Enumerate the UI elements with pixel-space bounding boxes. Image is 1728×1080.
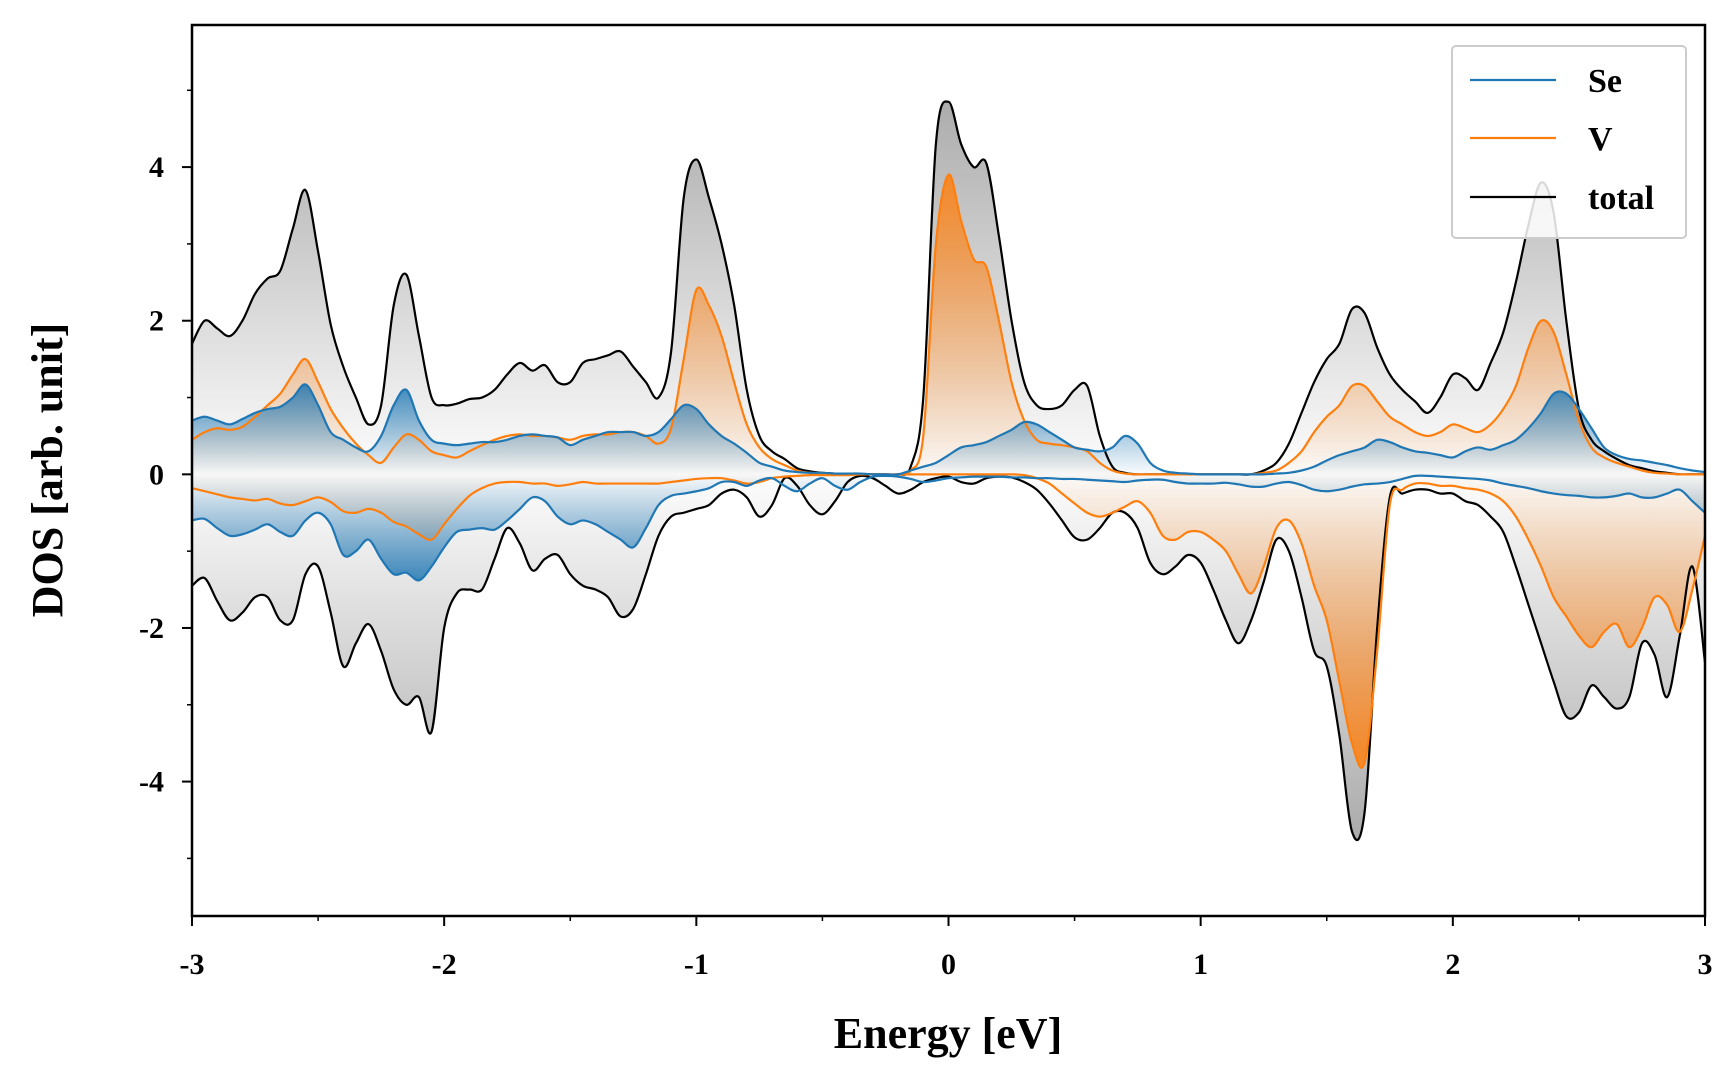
se-up-line (191, 383, 1706, 476)
x-tick-label: -1 (684, 948, 709, 981)
v-up-line (191, 173, 1705, 476)
x-tick-label: -3 (180, 948, 205, 981)
se-down-line (191, 474, 1706, 582)
total-up-line (191, 100, 1705, 477)
y-tick-label: -4 (139, 766, 164, 799)
v-up-fill (192, 174, 1705, 475)
v-down-line (191, 473, 1707, 769)
fills-layer (192, 101, 1705, 841)
legend-label-v: V (1588, 121, 1613, 158)
total-down-line (191, 474, 1707, 842)
legend-label-se: Se (1588, 63, 1622, 100)
y-axis: -4 -2 0 2 4 (139, 89, 192, 860)
lines-layer (191, 100, 1707, 842)
x-axis-label: Energy [eV] (834, 1009, 1063, 1058)
x-tick-label: 3 (1698, 948, 1713, 981)
y-tick-label: 2 (149, 305, 164, 338)
y-tick-label: -2 (139, 612, 164, 645)
legend-label-total: total (1588, 180, 1654, 217)
legend: Se V total (1451, 45, 1687, 239)
y-tick-label: 4 (149, 151, 164, 184)
se-up-fill (192, 384, 1705, 475)
x-tick-label: -2 (432, 948, 457, 981)
x-axis: -3 -2 -1 0 1 2 3 (180, 916, 1713, 981)
v-down-fill (192, 474, 1705, 768)
x-tick-label: 2 (1445, 948, 1460, 981)
y-axis-label: DOS [arb. unit] (23, 323, 72, 618)
se-down-fill (192, 474, 1705, 581)
y-tick-label: 0 (149, 458, 164, 491)
legend-box (1451, 45, 1687, 239)
x-tick-label: 0 (941, 948, 956, 981)
x-tick-label: 1 (1193, 948, 1208, 981)
